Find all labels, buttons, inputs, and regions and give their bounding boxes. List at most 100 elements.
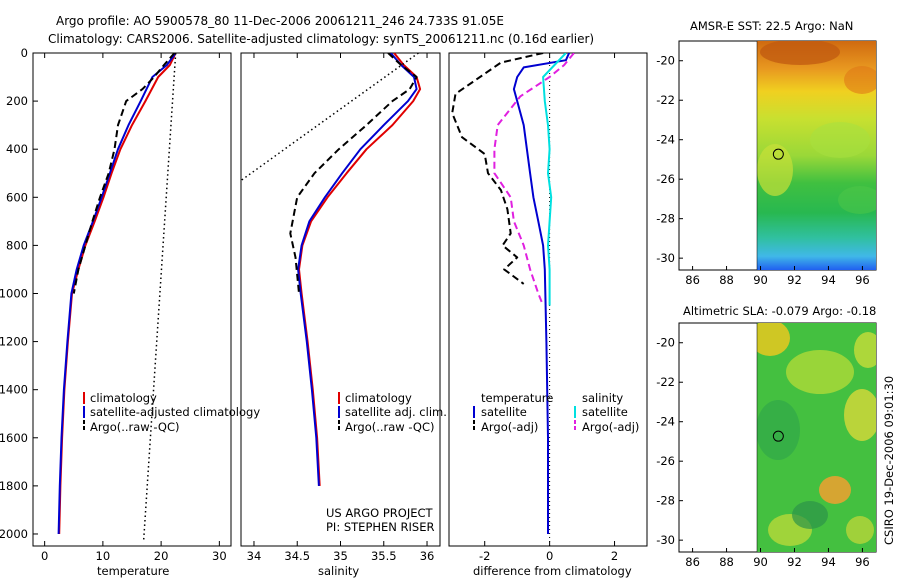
y-tick-label: 1000 xyxy=(0,286,28,300)
difference-panel-frame xyxy=(448,52,648,547)
map-y-tick-label: -28 xyxy=(656,494,675,508)
sla-field xyxy=(757,323,876,552)
y-tick-label: 800 xyxy=(6,238,28,252)
map-x-tick-label: 88 xyxy=(719,273,734,287)
x-tick-label: 36 xyxy=(420,549,435,563)
x-tick-label: 0 xyxy=(41,549,48,563)
y-tick-label: 2000 xyxy=(0,527,28,541)
y-tick-label: 400 xyxy=(6,142,28,156)
legend-label-climatology: climatology xyxy=(90,391,157,405)
sst-argo-location-marker xyxy=(772,148,784,160)
map-x-tick-label: 96 xyxy=(855,555,870,569)
temperature-x-axis: 0 10 20 30 xyxy=(41,53,227,563)
x-tick-label: 10 xyxy=(96,549,111,563)
x-tick-label: -2 xyxy=(479,549,490,563)
y-tick-label: 0 xyxy=(21,46,28,60)
legend-heading-salinity: salinity xyxy=(582,391,623,405)
sst-field xyxy=(757,41,876,270)
difference-series xyxy=(451,53,575,534)
temperature-y-axis: 0 200 400 600 800 1000 1200 1400 1600 1800 2000 xyxy=(0,46,38,541)
map-x-tick-label: 86 xyxy=(685,273,700,287)
y-tick-label: 1200 xyxy=(0,335,28,349)
series-line-temperature-2 xyxy=(72,53,176,294)
map-y-tick-label: -30 xyxy=(656,251,675,265)
sla-patch-sse xyxy=(846,516,874,544)
sst-mid-patch xyxy=(810,122,870,158)
salinity-x-label: salinity xyxy=(318,564,359,578)
y-tick-label: 1400 xyxy=(0,383,28,397)
series-line-salinity-3 xyxy=(241,53,419,182)
x-tick-label: 20 xyxy=(154,549,169,563)
map-y-tick-label: -26 xyxy=(656,454,675,468)
y-tick-label: 200 xyxy=(6,94,28,108)
legend-label-salinity-satellite: satellite xyxy=(582,405,628,419)
project-credit-line2: PI: STEPHEN RISER xyxy=(326,520,435,534)
map-y-tick-label: -28 xyxy=(656,212,675,226)
map-y-tick-label: -20 xyxy=(656,336,675,350)
project-credit-line1: US ARGO PROJECT xyxy=(326,506,434,520)
sla-patch-n xyxy=(786,350,854,394)
legend-label-temperature-argo: Argo(-adj) xyxy=(481,420,538,434)
legend-label-argo: Argo(..raw -QC) xyxy=(345,420,435,434)
sst-tongue xyxy=(757,144,793,196)
x-tick-label: 35.5 xyxy=(371,549,397,563)
legend-label-argo: Argo(..raw -QC) xyxy=(90,420,180,434)
map-x-tick-label: 86 xyxy=(685,555,700,569)
series-line-difference-3 xyxy=(493,53,575,306)
map-x-tick-label: 92 xyxy=(787,273,802,287)
figure-title-line2: Climatology: CARS2006. Satellite-adjuste… xyxy=(48,32,594,46)
sst-map-title: AMSR-E SST: 22.5 Argo: NaN xyxy=(690,19,853,33)
sst-warm-core xyxy=(760,41,840,65)
x-tick-label: 34.5 xyxy=(284,549,310,563)
sst-map-axes: 86 88 90 92 94 96 -20 -22 -24 -26 -28 -30 xyxy=(656,54,870,287)
legend-heading-temperature: temperature xyxy=(481,391,553,405)
legend-label-satellite: satellite adj. clim. xyxy=(345,405,447,419)
x-tick-label: 2 xyxy=(611,549,618,563)
y-tick-label: 600 xyxy=(6,190,28,204)
map-y-tick-label: -24 xyxy=(656,133,675,147)
map-y-tick-label: -26 xyxy=(656,172,675,186)
salinity-panel-frame xyxy=(240,52,441,547)
salinity-x-axis: 34 34.5 35 35.5 36 xyxy=(247,53,435,563)
series-line-difference-0 xyxy=(512,53,571,534)
map-y-tick-label: -22 xyxy=(656,375,675,389)
x-tick-label: 35 xyxy=(333,549,348,563)
series-line-temperature-3 xyxy=(142,53,177,542)
map-y-tick-label: -24 xyxy=(656,415,675,429)
map-x-tick-label: 90 xyxy=(753,273,768,287)
sla-low-w xyxy=(757,400,800,460)
map-x-tick-label: 94 xyxy=(821,273,836,287)
sla-patch-ne xyxy=(854,332,876,368)
map-y-tick-label: -30 xyxy=(656,533,675,547)
csiro-timestamp: CSIRO 19-Dec-2006 09:01:30 xyxy=(882,376,896,545)
series-line-difference-2 xyxy=(542,53,567,306)
series-line-difference-1 xyxy=(451,53,544,285)
temperature-panel-frame xyxy=(32,52,232,547)
salinity-series xyxy=(241,53,422,486)
map-y-tick-label: -20 xyxy=(656,54,675,68)
sla-map-axes: 86 88 90 92 94 96 -20 -22 -24 -26 -28 -30 xyxy=(656,336,870,569)
temperature-series xyxy=(57,53,177,542)
sst-green-patch xyxy=(838,186,876,214)
map-x-tick-label: 96 xyxy=(855,273,870,287)
salinity-legend: climatology satellite adj. clim. Argo(..… xyxy=(338,391,447,434)
difference-x-label: difference from climatology xyxy=(473,564,632,578)
sla-map-title: Altimetric SLA: -0.079 Argo: -0.18 xyxy=(683,304,876,318)
legend-label-climatology: climatology xyxy=(345,391,412,405)
map-x-tick-label: 94 xyxy=(821,555,836,569)
y-tick-label: 1600 xyxy=(0,431,28,445)
difference-legend: temperature satellite Argo(-adj) salinit… xyxy=(473,391,639,434)
x-tick-label: 0 xyxy=(546,549,553,563)
legend-label-satellite: satellite-adjusted climatology xyxy=(90,405,260,419)
sla-argo-location-marker xyxy=(772,430,784,442)
figure-title-line1: Argo profile: AO 5900578_80 11-Dec-2006 … xyxy=(56,14,504,28)
x-tick-label: 30 xyxy=(212,549,227,563)
sla-patch-e xyxy=(844,389,876,441)
x-tick-label: 34 xyxy=(247,549,262,563)
temperature-x-label: temperature xyxy=(97,564,169,578)
map-x-tick-label: 92 xyxy=(787,555,802,569)
series-line-salinity-1 xyxy=(297,53,418,486)
map-x-tick-label: 88 xyxy=(719,555,734,569)
sst-warm-east xyxy=(844,66,876,94)
y-tick-label: 1800 xyxy=(0,479,28,493)
